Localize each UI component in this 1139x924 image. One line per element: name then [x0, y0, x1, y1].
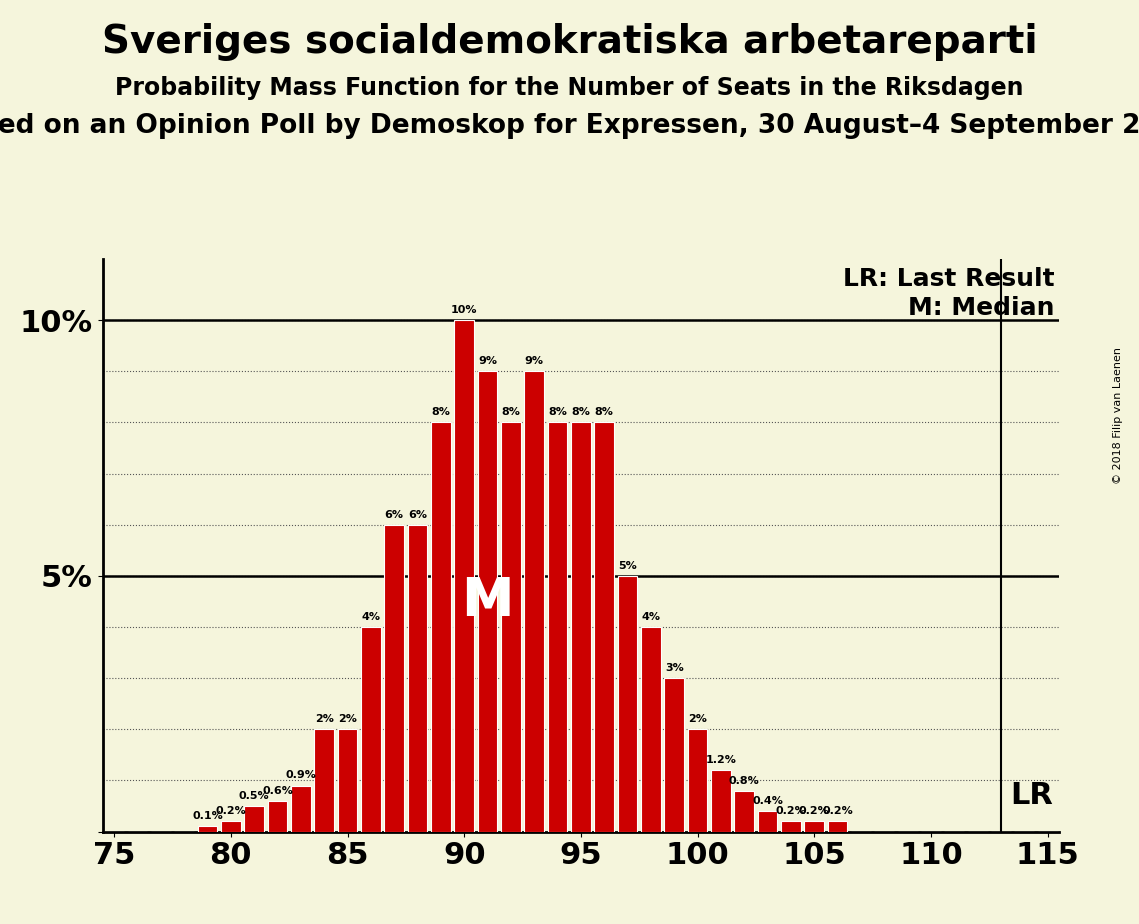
Bar	[337, 729, 358, 832]
Text: LR: LR	[1010, 782, 1054, 810]
Bar	[408, 525, 427, 832]
Bar	[384, 525, 404, 832]
Text: 0.1%: 0.1%	[192, 811, 223, 821]
Bar	[361, 627, 380, 832]
Text: 3%: 3%	[665, 663, 683, 673]
Bar	[524, 371, 544, 832]
Text: 4%: 4%	[641, 612, 661, 622]
Bar	[781, 821, 801, 832]
Bar	[454, 320, 474, 832]
Text: 9%: 9%	[525, 356, 543, 366]
Bar	[477, 371, 498, 832]
Text: 2%: 2%	[688, 714, 707, 724]
Bar	[221, 821, 240, 832]
Text: 0.8%: 0.8%	[729, 775, 760, 785]
Text: Probability Mass Function for the Number of Seats in the Riksdagen: Probability Mass Function for the Number…	[115, 76, 1024, 100]
Bar	[571, 422, 591, 832]
Text: 8%: 8%	[432, 407, 450, 418]
Text: M: M	[461, 576, 514, 627]
Text: Sveriges socialdemokratiska arbetareparti: Sveriges socialdemokratiska arbetarepart…	[101, 23, 1038, 61]
Bar	[548, 422, 567, 832]
Bar	[595, 422, 614, 832]
Text: 8%: 8%	[501, 407, 521, 418]
Bar	[314, 729, 334, 832]
Bar	[501, 422, 521, 832]
Bar	[711, 771, 731, 832]
Bar	[290, 785, 311, 832]
Text: 10%: 10%	[451, 305, 477, 315]
Text: © 2018 Filip van Laenen: © 2018 Filip van Laenen	[1114, 347, 1123, 484]
Text: 0.2%: 0.2%	[776, 807, 806, 816]
Text: 5%: 5%	[618, 561, 637, 571]
Bar	[688, 729, 707, 832]
Text: 0.5%: 0.5%	[239, 791, 270, 801]
Text: LR: Last Result: LR: Last Result	[843, 267, 1055, 291]
Text: 8%: 8%	[572, 407, 590, 418]
Text: 0.9%: 0.9%	[286, 771, 317, 781]
Text: 9%: 9%	[478, 356, 497, 366]
Text: M: Median: M: Median	[908, 296, 1055, 320]
Bar	[664, 678, 685, 832]
Text: 1.2%: 1.2%	[705, 755, 736, 765]
Bar	[244, 806, 264, 832]
Text: 2%: 2%	[338, 714, 357, 724]
Text: 8%: 8%	[595, 407, 614, 418]
Text: 0.6%: 0.6%	[262, 785, 293, 796]
Bar	[735, 791, 754, 832]
Bar	[804, 821, 825, 832]
Text: 2%: 2%	[314, 714, 334, 724]
Text: 0.4%: 0.4%	[752, 796, 782, 806]
Bar	[431, 422, 451, 832]
Bar	[617, 576, 638, 832]
Text: 6%: 6%	[408, 509, 427, 519]
Bar	[641, 627, 661, 832]
Bar	[757, 811, 778, 832]
Text: 0.2%: 0.2%	[215, 807, 246, 816]
Text: Based on an Opinion Poll by Demoskop for Expressen, 30 August–4 September 2018: Based on an Opinion Poll by Demoskop for…	[0, 113, 1139, 139]
Bar	[828, 821, 847, 832]
Bar	[268, 801, 287, 832]
Text: 6%: 6%	[385, 509, 403, 519]
Text: 0.2%: 0.2%	[822, 807, 853, 816]
Text: 0.2%: 0.2%	[798, 807, 829, 816]
Bar	[197, 826, 218, 832]
Text: 4%: 4%	[361, 612, 380, 622]
Text: 8%: 8%	[548, 407, 567, 418]
